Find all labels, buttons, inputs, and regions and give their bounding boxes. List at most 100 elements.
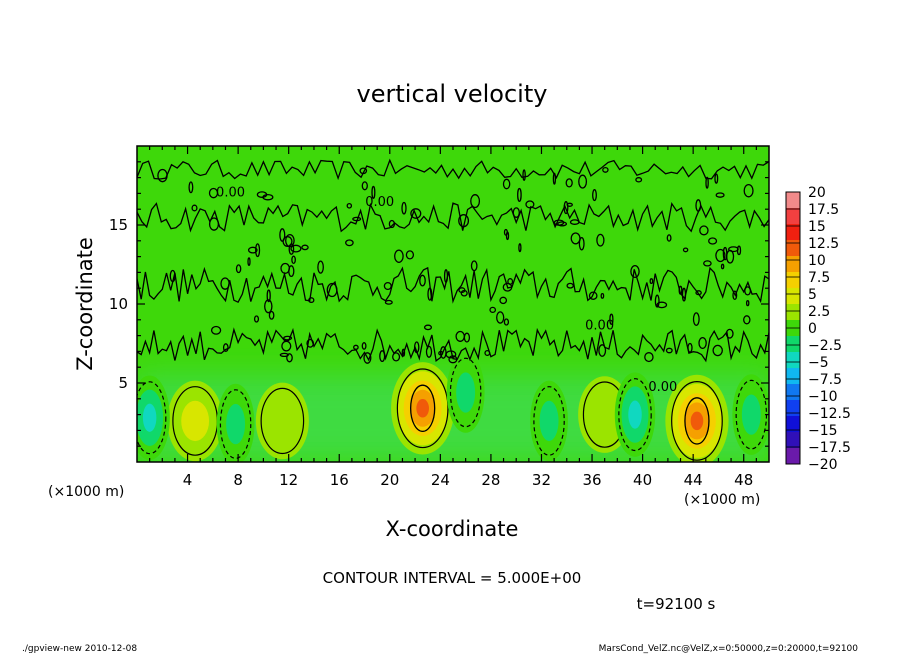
small-contour <box>346 202 353 209</box>
downdraft-contour <box>735 379 768 450</box>
zero-contour-line <box>137 158 769 181</box>
small-contour <box>308 297 315 304</box>
updraft-3 <box>255 382 309 460</box>
downdraft-7 <box>614 372 656 457</box>
downdraft-contour <box>219 389 252 459</box>
colorbar-label: 2.5 <box>808 304 830 320</box>
updraft-contour <box>260 387 305 455</box>
small-contour <box>235 264 242 274</box>
x-unit-label-right: (×1000 m) <box>684 492 760 508</box>
small-contour <box>630 264 640 279</box>
small-contour <box>279 228 286 242</box>
zero-contour-label: 0.00 <box>365 195 394 210</box>
small-contour <box>720 263 725 270</box>
small-contour <box>503 318 510 326</box>
small-contour <box>592 189 597 202</box>
small-contour <box>363 352 372 364</box>
footer-right: MarsCond_VelZ.nc@VelZ,x=0:50000,z=0:2000… <box>599 644 859 654</box>
downdraft-6 <box>216 383 255 462</box>
small-contour <box>744 286 752 296</box>
small-contour <box>665 347 673 354</box>
colorbar-label: 5 <box>808 287 817 303</box>
small-contour <box>317 260 324 274</box>
small-contour <box>682 247 689 253</box>
colorbar-label: 20 <box>808 185 826 201</box>
small-contour <box>705 176 709 189</box>
small-contour <box>208 187 219 199</box>
small-contour <box>361 342 367 350</box>
small-contour <box>687 342 693 353</box>
small-contour <box>438 350 444 356</box>
small-contour <box>489 306 497 314</box>
updraft-fill <box>255 382 309 460</box>
y-axis: 5 10 15 <box>109 161 769 447</box>
small-contour <box>496 311 505 324</box>
small-contour <box>602 166 609 173</box>
downdraft-fill <box>226 403 246 445</box>
colorbar-label: −17.5 <box>808 440 851 456</box>
colorbar-swatch <box>786 224 800 240</box>
small-contour <box>505 231 510 241</box>
small-contour <box>458 214 470 228</box>
updraft-inner-contour <box>410 384 436 433</box>
x-tick-label: 4 <box>183 471 193 489</box>
x-tick-label: 12 <box>279 471 298 489</box>
small-contour <box>563 201 569 215</box>
small-contour <box>253 315 260 323</box>
small-contour <box>654 294 660 308</box>
small-contour <box>600 292 605 299</box>
small-contour <box>522 169 526 181</box>
downdraft-5 <box>137 375 170 461</box>
zero-contour-label: 0.00 <box>648 380 677 395</box>
y-tick-label: 15 <box>109 216 128 234</box>
upper-contour-noise <box>137 158 769 364</box>
updraft-0 <box>167 380 223 462</box>
y-tick-label: 10 <box>109 295 128 313</box>
small-contour <box>455 330 465 342</box>
colorbar-label: 10 <box>808 253 826 269</box>
small-contour <box>448 355 458 364</box>
x-unit-label-left: (×1000 m) <box>48 484 124 500</box>
small-contour <box>588 291 598 300</box>
x-tick-label: 44 <box>684 471 703 489</box>
small-contour <box>388 219 396 229</box>
small-contour <box>703 260 712 267</box>
small-contour <box>649 278 654 285</box>
small-contour <box>279 352 289 358</box>
colorbar-label: 12.5 <box>808 236 839 252</box>
small-contour <box>681 287 687 302</box>
small-contour <box>743 183 754 198</box>
small-contour <box>666 234 672 242</box>
small-contour <box>157 168 168 183</box>
colorbar-swatch <box>786 416 800 432</box>
small-contour <box>191 204 198 212</box>
chart-title: vertical velocity <box>357 80 548 108</box>
downdraft-9 <box>446 352 485 433</box>
colorbar-swatch <box>786 272 800 288</box>
colorbar-swatch <box>786 256 800 272</box>
x-axis: 4 8 12 16 20 24 28 32 36 40 44 48 <box>149 146 757 489</box>
downdraft-contour <box>618 378 652 452</box>
small-contour <box>743 315 751 325</box>
small-contour <box>410 208 422 219</box>
small-contour <box>699 225 709 236</box>
small-contour <box>427 287 433 301</box>
small-contour <box>306 338 315 348</box>
small-contour <box>565 178 573 188</box>
updraft-fill <box>416 399 429 418</box>
downdraft-10 <box>732 374 769 455</box>
colorbar-label: −2.5 <box>808 338 842 354</box>
small-contour <box>280 262 291 274</box>
small-contour <box>291 255 296 265</box>
small-contour <box>499 296 508 305</box>
downdraft-contour <box>449 357 482 428</box>
downdraft-fill <box>628 400 642 429</box>
small-contour <box>695 199 702 212</box>
zero-contour-label: 0.00 <box>585 318 614 333</box>
updraft-fill <box>181 400 210 442</box>
small-contour <box>715 192 725 198</box>
small-contour <box>557 221 568 227</box>
small-contour <box>470 194 481 209</box>
colorbar-label: −12.5 <box>808 406 851 422</box>
small-contour <box>255 243 261 258</box>
